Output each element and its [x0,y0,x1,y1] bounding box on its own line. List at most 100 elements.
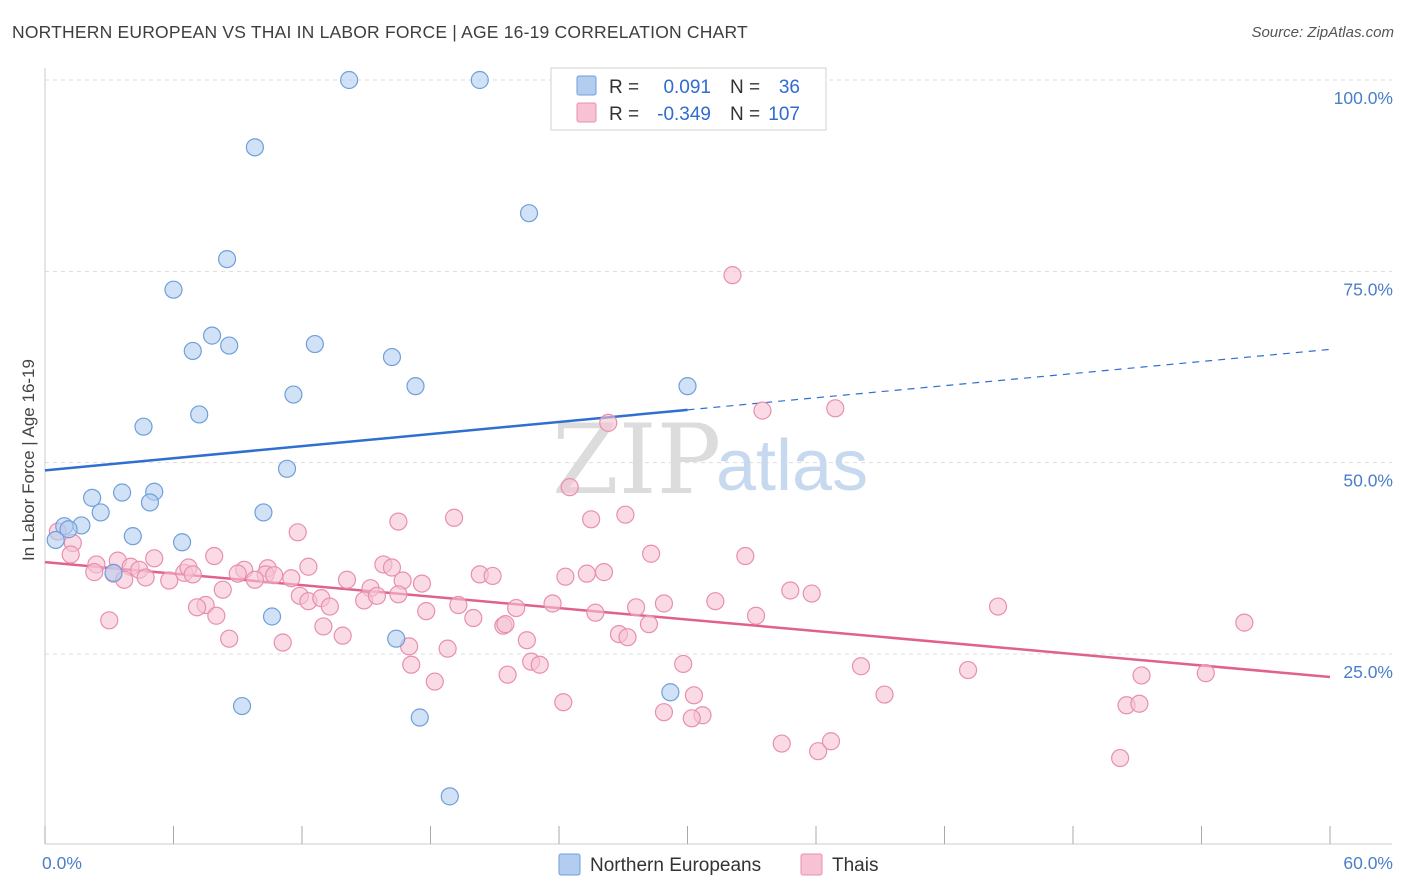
thai-point-1 [599,413,618,432]
watermark-atlas: atlas [716,426,868,506]
northern-european-point-30 [262,607,282,626]
legend-n-label-1: N = [730,77,760,98]
thai-point-21 [299,557,318,576]
northern-european-point-8 [220,336,239,355]
thai-point-66 [320,597,339,616]
thai-point-46 [556,567,575,586]
thai-point-58 [507,598,526,618]
thai-point-102 [1235,613,1254,632]
thai-point-50 [389,585,408,604]
thai-point-91 [425,672,444,691]
thai-point-4 [560,478,579,497]
thai-point-63 [706,592,725,611]
thai-point-34 [577,564,596,583]
thai-point-86 [402,655,421,674]
watermark: ZIP atlas [552,404,868,516]
thai-point-54 [213,580,232,599]
thai-point-95 [875,685,894,704]
thai-point-106 [821,732,841,751]
thai-point-74 [639,615,659,634]
y-axis-label: In Labor Force | Age 16-19 [19,359,38,561]
thai-point-85 [530,655,549,674]
stats-legend: R = 0.091 N = 36 R = -0.349 N = 107 [550,67,827,131]
northern-european-point-25 [59,520,78,539]
thai-point-104 [772,734,791,753]
x-tick-labels: 0.0% 60.0% [42,853,1393,873]
thai-point-14 [736,546,755,566]
legend-n-label-2: N = [730,104,760,125]
thai-point-17 [145,549,164,568]
northern-european-point-6 [202,326,222,345]
northern-european-point-3 [519,204,539,223]
thai-point-94 [684,686,704,705]
thai-point-6 [582,510,601,529]
thai-point-9 [288,523,307,542]
thai-point-7 [444,508,464,527]
thai-point-69 [100,611,119,630]
northern-european-point-33 [232,696,252,716]
thai-point-45 [412,574,432,593]
northern-european-point-27 [172,533,192,552]
thai-point-71 [496,615,515,634]
thai-point-68 [464,608,483,628]
source-label: Source: ZipAtlas.com [1251,24,1394,41]
northern-european-point-16 [277,459,297,478]
chart-title: NORTHERN EUROPEAN VS THAI IN LABOR FORCE… [12,22,748,42]
legend-swatch-pink [576,102,597,123]
thai-point-103 [988,597,1008,616]
legend-r-value-2: -0.349 [657,104,711,125]
northern-european-point-0 [340,70,359,90]
thai-point-57 [449,595,468,615]
thai-point-33 [483,566,502,586]
northern-european-point-31 [387,629,406,648]
thai-point-81 [273,633,292,652]
series-legend-swatch-northern-europeans [558,853,581,876]
thai-point-64 [781,581,800,600]
thai-point-38 [160,571,179,590]
thai-point-107 [1111,748,1130,768]
thai-point-37 [136,568,155,587]
northern-european-point-12 [678,377,697,396]
thai-point-39 [228,564,247,583]
y-tick-label-2: 50.0% [1343,471,1393,491]
legend-n-value-1: 36 [779,77,800,98]
northern-european-point-32 [661,683,680,702]
northern-european-point-35 [440,787,459,806]
northern-european-point-29 [104,563,123,582]
thai-point-72 [586,603,605,622]
thai-point-30 [183,565,202,584]
thai-point-35 [594,563,614,582]
thai-point-78 [220,629,239,648]
legend-r-label-1: R = [609,77,639,98]
thai-point-105 [809,742,828,761]
thai-point-90 [498,665,517,684]
northern-european-point-9 [305,334,324,354]
thai-point-12 [61,545,80,564]
legend-r-value-1: 0.091 [663,77,711,98]
thai-point-96 [554,693,573,712]
thai-point-13 [641,544,661,563]
thai-point-67 [207,606,226,625]
series-legend-northern-europeans: Northern Europeans [590,855,761,876]
northern-european-point-14 [190,405,209,424]
thai-point-60 [417,602,436,621]
thai-point-0 [723,266,742,285]
thai-point-93 [1196,664,1215,683]
thai-point-83 [438,639,457,658]
northern-european-point-2 [245,138,264,157]
y-tick-label-0: 100.0% [1334,88,1393,108]
thai-point-101 [1130,694,1149,713]
legend-r-label-2: R = [609,104,639,125]
northern-european-point-7 [183,341,202,361]
thai-point-75 [314,617,333,636]
series-legend-thais: Thais [832,855,878,876]
northern-european-point-20 [140,493,160,512]
stats-legend-box [550,67,827,131]
northern-european-point-13 [284,385,303,404]
thai-point-73 [746,606,766,625]
thai-point-77 [618,628,637,647]
thai-point-40 [245,570,264,589]
northern-european-trend-line [44,408,688,472]
thai-point-8 [389,512,408,531]
